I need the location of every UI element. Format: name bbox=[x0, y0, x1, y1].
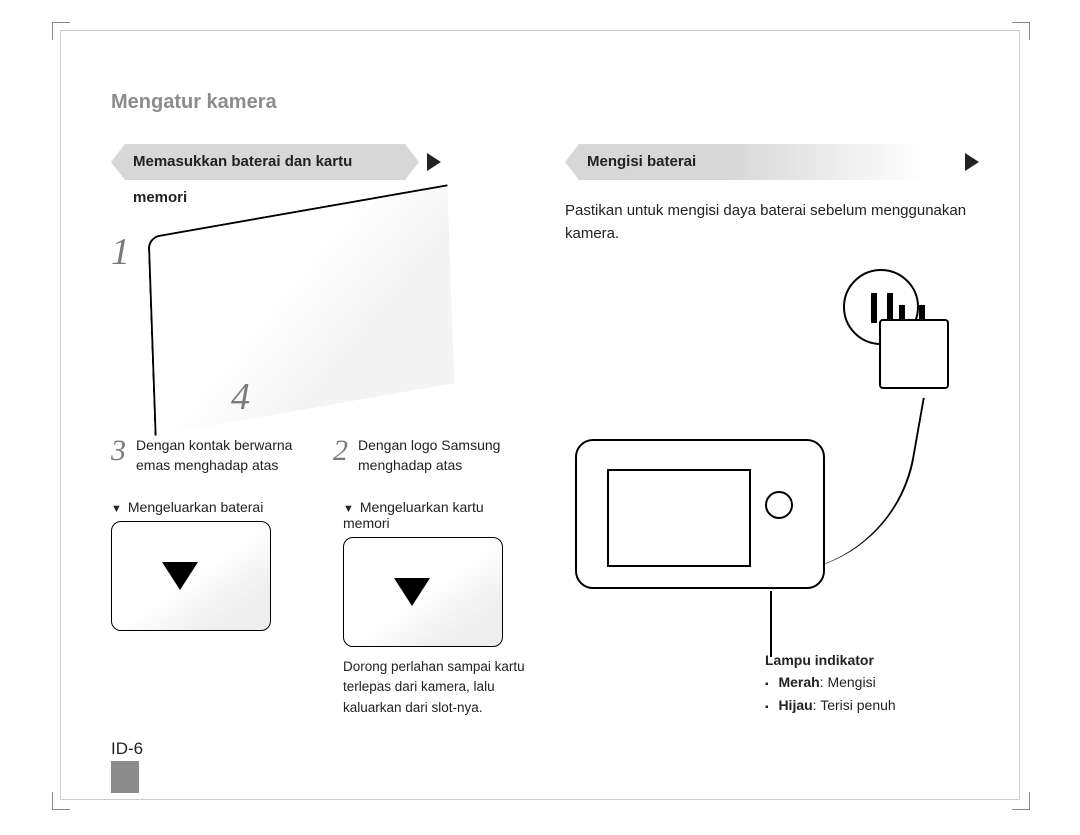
remove-battery-illustration bbox=[111, 521, 271, 631]
indicator-green-text: : Terisi penuh bbox=[813, 697, 896, 713]
remove-row: Mengeluarkan baterai Mengeluarkan kartu … bbox=[111, 499, 525, 718]
remove-battery-col: Mengeluarkan baterai bbox=[111, 499, 293, 718]
step-2: 2 Dengan logo Samsung menghadap atas bbox=[333, 436, 525, 475]
left-column: Memasukkan baterai dan kartu memori 1 4 … bbox=[111, 144, 525, 718]
indicator-red-label: Merah bbox=[778, 674, 819, 690]
indicator-red-text: : Mengisi bbox=[820, 674, 876, 690]
step-number-2: 2 bbox=[333, 436, 348, 475]
banner-label: Mengisi baterai bbox=[579, 144, 729, 180]
page-frame: Mengatur kamera Memasukkan baterai dan k… bbox=[60, 30, 1020, 800]
camera-insert-figure: 1 4 bbox=[111, 200, 525, 430]
charge-figure bbox=[565, 269, 979, 589]
step-captions-row: 3 Dengan kontak berwarna emas menghadap … bbox=[111, 436, 525, 475]
charge-intro-text: Pastikan untuk mengisi daya baterai sebe… bbox=[565, 200, 979, 245]
step-number-4: 4 bbox=[231, 375, 250, 419]
remove-battery-label: Mengeluarkan baterai bbox=[111, 499, 293, 515]
camera-illustration bbox=[148, 184, 455, 436]
camera-back-illustration bbox=[575, 439, 825, 589]
right-column: Mengisi baterai Pastikan untuk mengisi d… bbox=[565, 144, 979, 718]
step-3-text: Dengan kontak berwarna emas menghadap at… bbox=[136, 436, 303, 475]
section-banner-charge: Mengisi baterai bbox=[565, 144, 979, 180]
indicator-block: Lampu indikator Merah: Mengisi Hijau: Te… bbox=[565, 649, 979, 716]
banner-arrow-icon bbox=[427, 153, 441, 171]
banner-arrow-icon bbox=[965, 153, 979, 171]
banner-tail-shape bbox=[565, 144, 579, 180]
indicator-green-label: Hijau bbox=[778, 697, 812, 713]
page-number: ID-6 bbox=[111, 739, 143, 759]
page-title: Mengatur kamera bbox=[111, 91, 979, 114]
step-number-3: 3 bbox=[111, 436, 126, 475]
step-number-1: 1 bbox=[111, 230, 130, 274]
remove-card-col: Mengeluarkan kartu memori Dorong perlaha… bbox=[343, 499, 525, 718]
remove-card-label: Mengeluarkan kartu memori bbox=[343, 499, 525, 531]
page-tab-marker bbox=[111, 761, 139, 793]
callout-leader-line bbox=[770, 591, 772, 657]
banner-tail-shape bbox=[111, 144, 125, 180]
remove-card-illustration bbox=[343, 537, 503, 647]
remove-card-note: Dorong perlahan sampai kartu terlepas da… bbox=[343, 657, 525, 718]
charger-plug-icon bbox=[879, 319, 949, 389]
indicator-red-row: Merah: Mengisi bbox=[765, 671, 979, 693]
banner-nose-shape bbox=[405, 144, 419, 180]
banner-label: Memasukkan baterai dan kartu memori bbox=[125, 144, 405, 180]
indicator-heading: Lampu indikator bbox=[765, 649, 979, 671]
step-3: 3 Dengan kontak berwarna emas menghadap … bbox=[111, 436, 303, 475]
section-banner-insert: Memasukkan baterai dan kartu memori bbox=[111, 144, 525, 180]
step-2-text: Dengan logo Samsung menghadap atas bbox=[358, 436, 525, 475]
indicator-green-row: Hijau: Terisi penuh bbox=[765, 694, 979, 716]
banner-fade bbox=[729, 144, 957, 180]
